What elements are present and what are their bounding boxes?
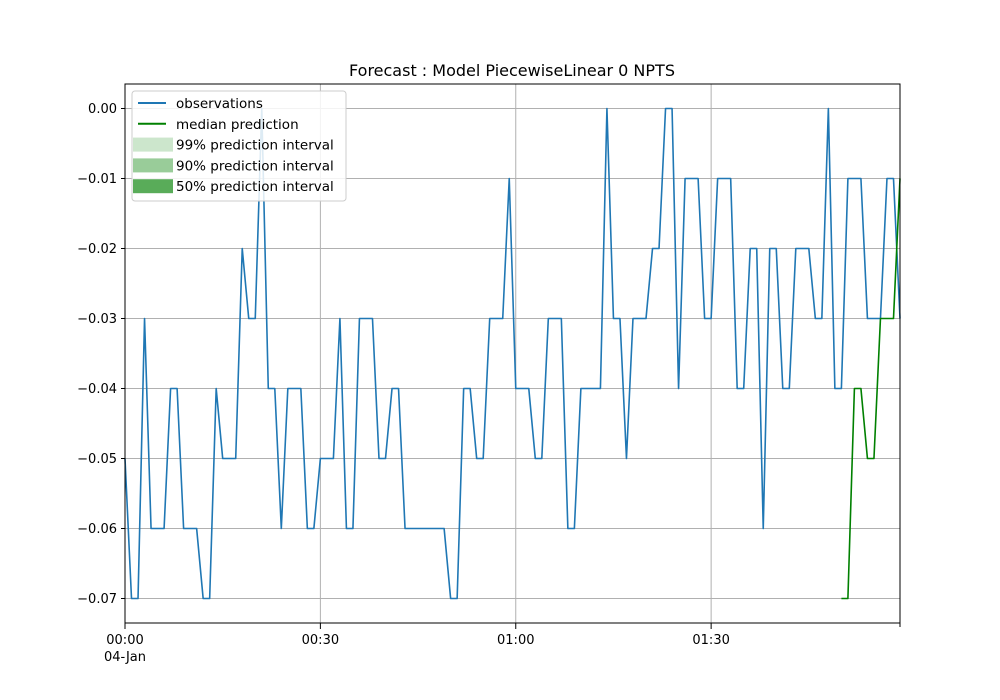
legend-patch-swatch <box>133 137 173 152</box>
y-tick-label: −0.04 <box>77 382 117 397</box>
chart-title: Forecast : Model PiecewiseLinear 0 NPTS <box>349 61 675 80</box>
x-tick-label: 00:00 <box>106 633 143 648</box>
series-line-0 <box>124 107 901 600</box>
legend-label: median prediction <box>176 117 299 133</box>
legend-patch-swatch <box>133 179 173 194</box>
legend-label: 90% prediction interval <box>176 158 334 174</box>
x-tick-sublabel: 04-Jan <box>104 650 146 665</box>
y-tick-label: 0.00 <box>88 102 117 117</box>
legend: observations median prediction 99% predict… <box>131 90 347 202</box>
legend-label: 50% prediction interval <box>176 179 334 195</box>
y-tick-label: −0.06 <box>77 522 117 537</box>
y-tick-label: −0.07 <box>77 592 117 607</box>
x-tick-label: 01:30 <box>692 633 729 648</box>
series-lines <box>124 107 901 600</box>
y-tick-label: −0.01 <box>77 172 117 187</box>
legend-box <box>131 90 347 202</box>
x-tick-label: 01:00 <box>497 633 534 648</box>
legend-patch-swatch <box>133 158 173 173</box>
axis-ticks: 0.00 −0.01 −0.02 −0.03 −0.04 −0.05 −0.06 −0.07 0… <box>77 102 901 665</box>
x-tick-label: 00:30 <box>302 633 339 648</box>
legend-label: 99% prediction interval <box>176 138 334 154</box>
series-line-1 <box>841 178 901 600</box>
plot-frame <box>124 83 901 624</box>
legend-label: observations <box>176 96 263 112</box>
y-tick-label: −0.03 <box>77 312 117 327</box>
y-tick-label: −0.02 <box>77 242 117 257</box>
y-tick-label: −0.05 <box>77 452 117 467</box>
